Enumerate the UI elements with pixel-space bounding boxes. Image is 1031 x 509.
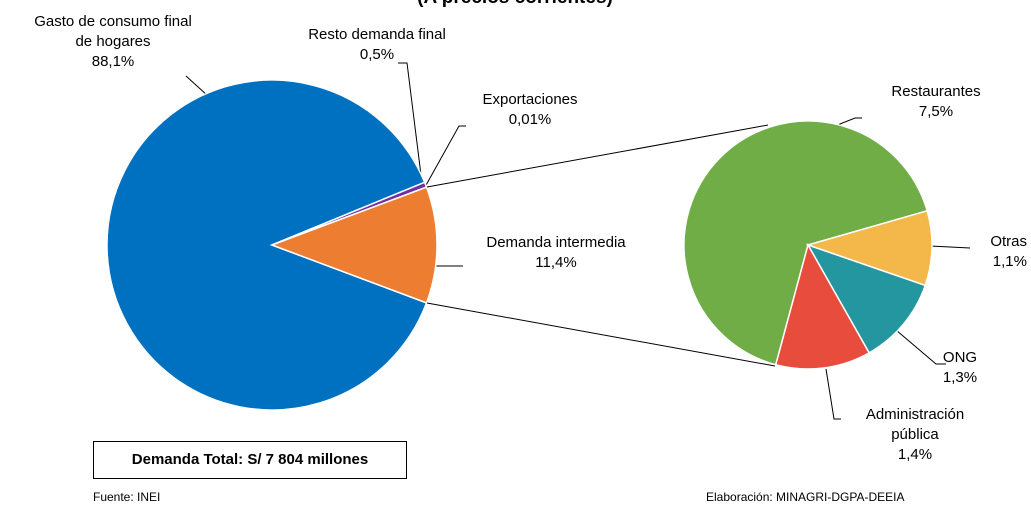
leader-line [185, 75, 209, 97]
leader-line [929, 245, 971, 249]
connector-line [426, 124, 769, 188]
pie-slice [683, 120, 929, 366]
slice-label: Administración pública [865, 406, 965, 443]
slice-label: Otras [990, 233, 1027, 250]
leader-line [398, 62, 423, 184]
value-label: 11,4% [535, 254, 577, 271]
slice-label: Restaurantes [891, 83, 981, 100]
credit: Elaboración: MINAGRI-DGPA-DEEIA [706, 490, 905, 504]
value-label: 1,3% [942, 369, 978, 386]
connectors [426, 124, 776, 367]
leader-line [424, 125, 466, 188]
pie-slice [805, 209, 933, 287]
subtitle: (A precios corrientes) [417, 0, 613, 9]
pie-slice [806, 243, 927, 354]
value-label: 0,01% [508, 111, 552, 128]
leaders [185, 62, 971, 420]
leader-line [895, 329, 946, 365]
connector-line [426, 302, 776, 367]
slice-label: ONG [942, 349, 978, 366]
source: Fuente: INEI [93, 490, 161, 504]
value-label: 7,5% [918, 103, 954, 120]
pie-slice [269, 186, 438, 304]
slice-label: Demanda intermedia [486, 234, 626, 251]
total-box: Demanda Total: S/ 7 804 millones [93, 441, 407, 479]
value-label: 1,4% [897, 446, 933, 463]
value-label: 1,1% [992, 253, 1027, 270]
value-label: 0,5% [359, 46, 395, 63]
slice-label: Resto demanda final [308, 26, 446, 43]
slice-label: Exportaciones [482, 91, 578, 108]
pie-slice [106, 79, 428, 411]
slice-label: Gasto de consumo final de hogares [34, 13, 192, 50]
value-label: 88,1% [91, 53, 135, 70]
pie-slice [774, 243, 871, 370]
leader-line [825, 368, 841, 420]
